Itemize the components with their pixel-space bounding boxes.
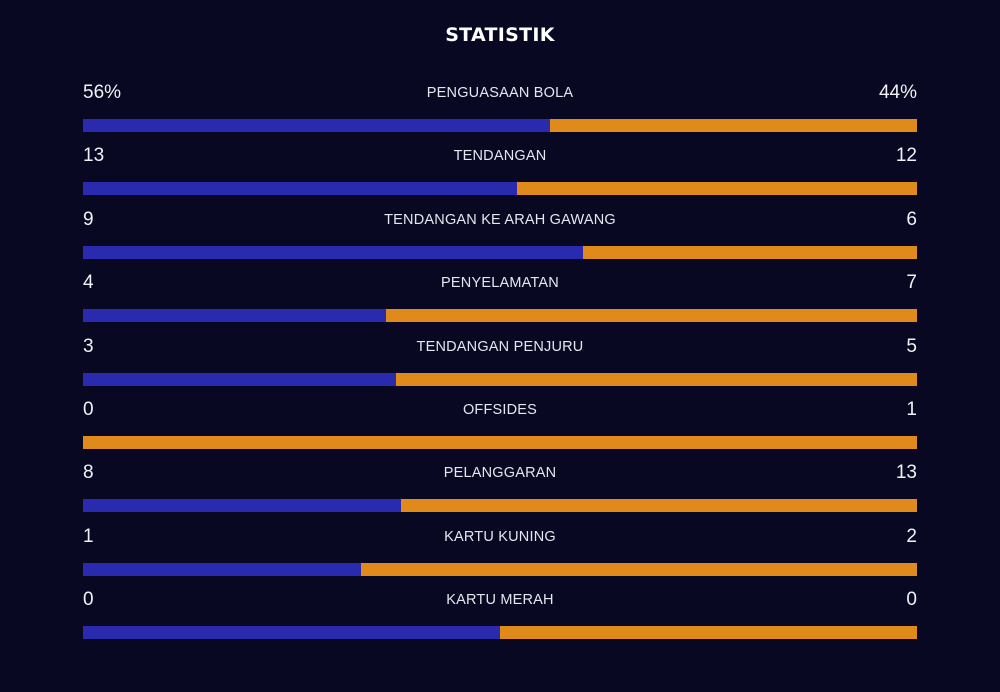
comparison-bar [83,499,917,513]
home-value: 9 [83,208,94,230]
home-bar-segment [83,626,500,640]
away-bar-segment [550,119,917,132]
home-value: 3 [83,335,94,357]
stat-row-tendangan-penjuru: 3 TENDANGAN PENJURU 5 [83,334,917,397]
stat-label: PENYELAMATAN [441,275,559,292]
stat-label: KARTU KUNING [444,528,556,545]
stat-label: KARTU MERAH [446,592,554,609]
home-bar-segment [83,309,387,323]
away-value: 2 [906,525,917,547]
away-value: 7 [906,272,917,294]
home-value: 56% [83,82,122,103]
away-value: 6 [906,208,917,230]
away-bar-segment [400,499,917,513]
home-value: 0 [83,398,94,420]
away-bar-segment [583,245,917,259]
comparison-bar [83,182,917,196]
comparison-bar [83,435,917,449]
stat-row-penyelamatan: 4 PENYELAMATAN 7 [83,270,917,333]
home-bar-segment [83,372,396,386]
comparison-bar [83,309,917,323]
away-bar-segment [516,182,917,196]
away-value: 5 [906,335,917,357]
away-value: 13 [895,462,917,484]
comparison-bar [83,119,917,132]
comparison-bar [83,372,917,386]
stat-row-tendangan: 13 TENDANGAN 12 [83,143,917,206]
away-value: 44% [878,82,917,103]
away-bar-segment [500,626,917,640]
away-value: 12 [895,145,917,167]
home-bar-segment [83,562,361,576]
stat-label: PENGUASAAN BOLA [426,85,574,101]
away-bar-segment [83,435,917,449]
home-value: 0 [83,589,94,611]
away-bar-segment [386,309,917,323]
stat-label: OFFSIDES [462,401,538,418]
stat-label: PELANGGARAN [443,465,557,482]
page-title: STATISTIK [445,24,555,46]
home-value: 13 [83,145,105,167]
stat-row-kartu-kuning: 1 KARTU KUNING 2 [83,524,917,587]
stat-row-pelanggaran: 8 PELANGGARAN 13 [83,460,917,523]
stat-row-offsides: 0 OFFSIDES 1 [83,397,917,460]
stat-label: TENDANGAN [453,148,547,165]
home-bar-segment [83,245,584,259]
away-bar-segment [395,372,917,386]
away-value: 0 [906,589,917,611]
home-value: 4 [83,272,94,294]
stat-row-penguasaan-bola: 56% PENGUASAAN BOLA 44% [83,80,917,143]
stat-row-kartu-merah: 0 KARTU MERAH 0 [83,587,917,650]
away-bar-segment [360,562,917,576]
home-value: 1 [83,525,94,547]
stat-label: TENDANGAN KE ARAH GAWANG [384,211,616,228]
home-value: 8 [83,462,94,484]
comparison-bar [83,245,917,259]
home-bar-segment [83,182,517,196]
stat-row-tendangan-ke-arah-gawang: 9 TENDANGAN KE ARAH GAWANG 6 [83,207,917,270]
comparison-bar [83,626,917,640]
away-value: 1 [906,398,917,420]
stats-list: 56% PENGUASAAN BOLA 44% 13 TENDANGAN 12 … [83,80,917,651]
comparison-bar [83,562,917,576]
stat-label: TENDANGAN PENJURU [416,338,584,355]
home-bar-segment [83,119,551,132]
home-bar-segment [83,499,401,513]
